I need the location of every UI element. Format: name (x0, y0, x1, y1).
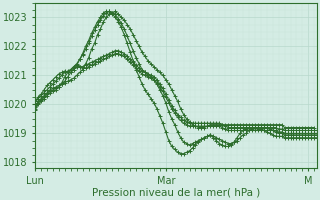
X-axis label: Pression niveau de la mer( hPa ): Pression niveau de la mer( hPa ) (92, 187, 260, 197)
